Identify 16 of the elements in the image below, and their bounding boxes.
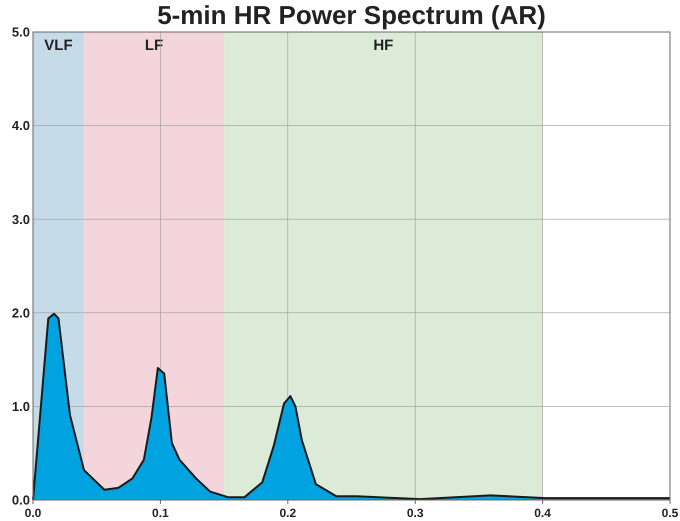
chart-title: 5-min HR Power Spectrum (AR) [157, 0, 546, 30]
y-tick-label: 5.0 [12, 24, 30, 40]
x-tick-label: 0.1 [152, 506, 170, 520]
x-tick-label: 0.4 [534, 506, 552, 520]
band-label: VLF [44, 37, 73, 54]
x-tick-label: 0.2 [279, 506, 296, 520]
band-label: HF [373, 37, 394, 54]
band-label: LF [144, 37, 164, 54]
y-tick-label: 3.0 [12, 212, 30, 227]
x-tick-label: 0.5 [662, 506, 679, 520]
y-tick-label: 0.0 [12, 492, 30, 508]
y-tick-label: 2.0 [12, 305, 30, 320]
x-tick-label: 0.3 [406, 506, 424, 520]
y-tick-label: 4.0 [12, 118, 30, 134]
x-tick-label: 0.0 [24, 506, 42, 520]
y-tick-label: 1.0 [12, 398, 30, 414]
